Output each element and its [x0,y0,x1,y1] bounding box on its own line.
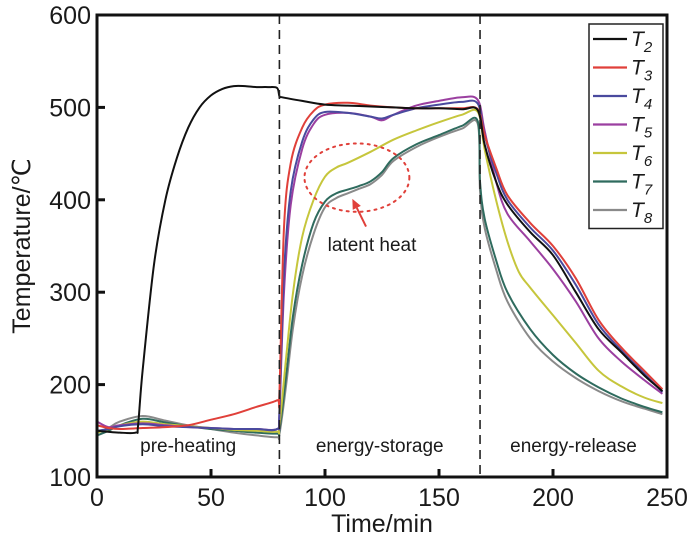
series-line-t7 [96,116,663,437]
phase-labels: pre-heating energy-storage energy-releas… [140,436,637,457]
phase-label-energy-release: energy-release [510,436,637,457]
y-axis-title: Temperature/℃ [8,158,36,333]
x-tick-label: 150 [418,484,460,512]
series-line-t6 [96,108,663,435]
series-line-t3 [96,101,664,430]
series-line-t4 [96,99,664,432]
y-tick-label: 300 [49,279,91,307]
x-tick-label: 250 [646,484,688,512]
x-tick-label: 100 [304,484,346,512]
x-tick-label: 0 [90,484,104,512]
latent-heat-label: latent heat [328,235,417,256]
phase-label-energy-storage: energy-storage [316,436,444,457]
y-tick-label: 200 [49,372,91,400]
series-layer [96,84,664,441]
plot-frame [95,13,669,479]
x-tick-label: 50 [197,484,225,512]
phase-label-pre-heating: pre-heating [140,436,236,457]
latent-heat-arrow [355,207,367,228]
x-tick-label: 200 [532,484,574,512]
latent-heat-ellipse [303,142,411,213]
y-tick-label: 500 [49,94,91,122]
x-axis-title: Time/min [331,510,433,538]
latent-heat-arrowhead [352,198,361,210]
y-tick-label: 400 [49,187,91,215]
annotation-layer: latent heat [303,142,417,256]
axis-ticks: 0 50 100 150 200 250 100 200 300 400 500 600 [49,2,688,512]
y-tick-label: 100 [49,464,91,492]
phase-boundaries [278,15,481,477]
y-tick-label: 600 [49,2,91,30]
series-line-t2 [96,84,664,435]
legend-box [588,23,664,230]
